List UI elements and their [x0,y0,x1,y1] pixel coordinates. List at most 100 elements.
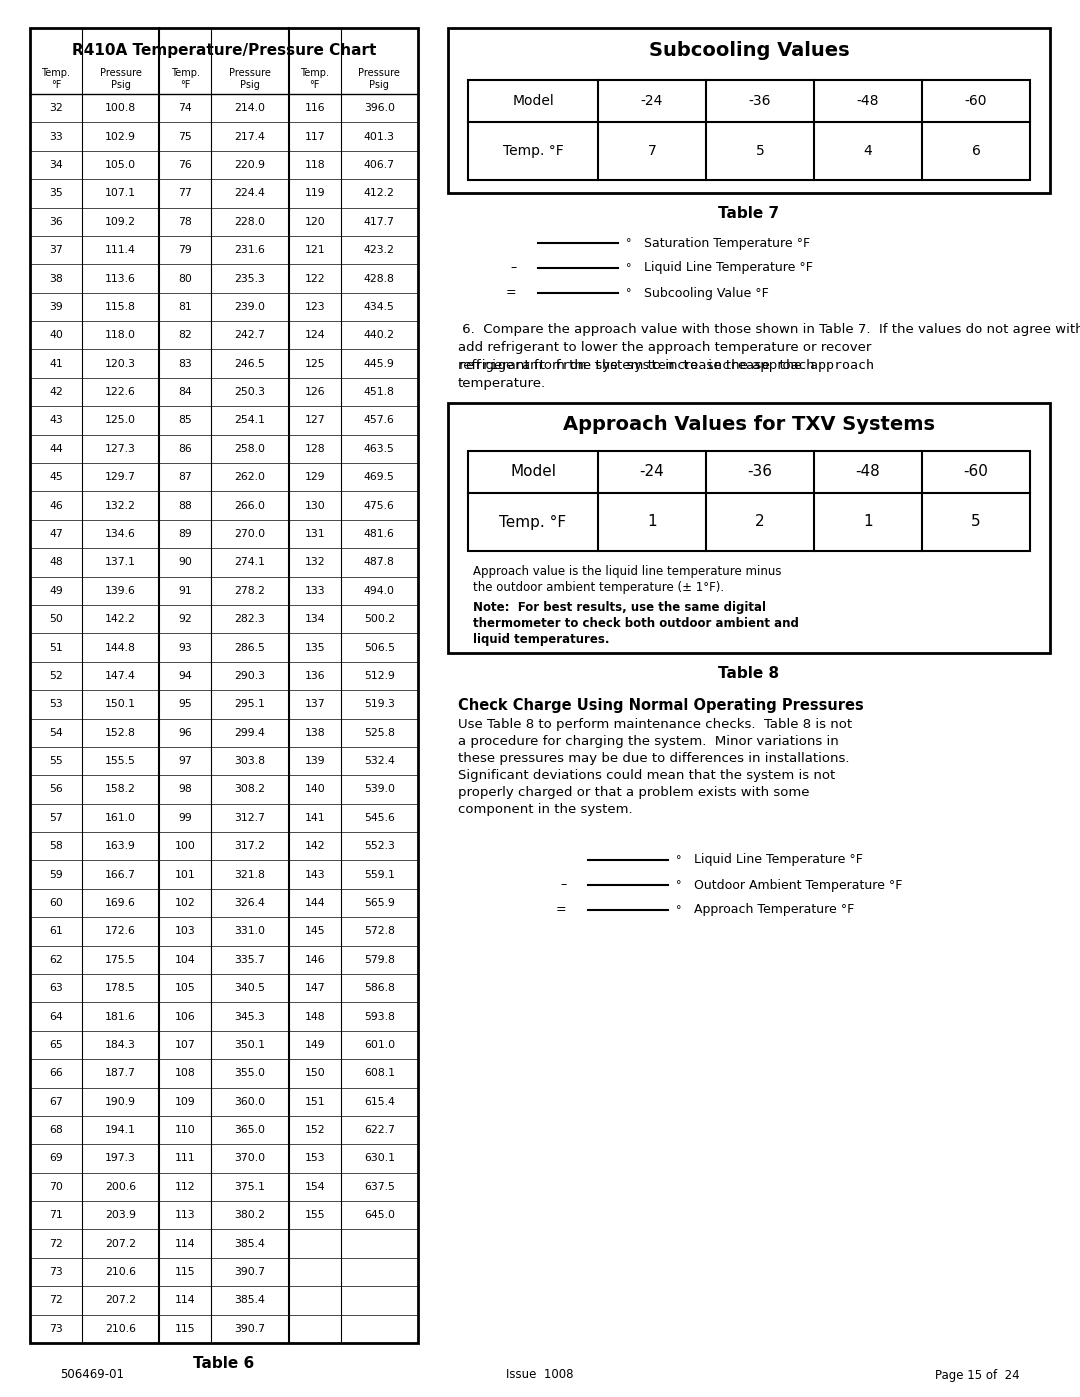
Text: 100: 100 [175,841,195,851]
Text: 519.3: 519.3 [364,700,395,710]
Text: Approach Temperature °F: Approach Temperature °F [690,904,854,916]
Text: 134.6: 134.6 [105,529,136,539]
Text: 139.6: 139.6 [105,585,136,595]
Text: 105: 105 [175,983,195,993]
Text: 187.7: 187.7 [105,1069,136,1078]
Text: 423.2: 423.2 [364,244,395,256]
Text: 91: 91 [178,585,192,595]
Text: 445.9: 445.9 [364,359,395,369]
Text: Temp.
°F: Temp. °F [300,68,329,89]
Text: 214.0: 214.0 [234,103,266,113]
Text: 123: 123 [305,302,325,312]
Text: 128: 128 [305,444,325,454]
Text: 142: 142 [305,841,325,851]
Text: 210.6: 210.6 [105,1267,136,1277]
Text: 4: 4 [864,144,873,158]
Text: 147.4: 147.4 [105,671,136,680]
Text: 122: 122 [305,274,325,284]
Text: 114: 114 [175,1239,195,1249]
Text: Page 15 of  24: Page 15 of 24 [935,1369,1020,1382]
Text: 57: 57 [49,813,63,823]
Text: 47: 47 [49,529,63,539]
Text: 1: 1 [863,514,873,529]
Text: 115.8: 115.8 [105,302,136,312]
Text: 77: 77 [178,189,192,198]
Text: °: ° [676,905,681,915]
Text: 308.2: 308.2 [234,785,266,795]
Text: 133: 133 [305,585,325,595]
Text: 102: 102 [175,898,195,908]
Text: 155: 155 [305,1210,325,1220]
Text: 153: 153 [305,1154,325,1164]
Text: 385.4: 385.4 [234,1295,266,1305]
Text: 107: 107 [175,1039,195,1051]
Text: 92: 92 [178,615,192,624]
Text: 114: 114 [175,1295,195,1305]
Text: -24: -24 [640,94,663,108]
Text: 375.1: 375.1 [234,1182,266,1192]
Text: Temp. °F: Temp. °F [499,514,567,529]
Text: 345.3: 345.3 [234,1011,266,1021]
Bar [448,402,1050,652]
Text: refrigerant from the system to increase the approach: refrigerant from the system to increase … [458,359,814,372]
Text: 1: 1 [647,514,657,529]
Text: –: – [510,261,516,274]
Text: 60: 60 [49,898,63,908]
Text: 380.2: 380.2 [234,1210,266,1220]
Text: 615.4: 615.4 [364,1097,395,1106]
Text: Note:  For best results, use the same digital: Note: For best results, use the same dig… [473,601,766,615]
Text: 70: 70 [49,1182,63,1192]
Text: 142.2: 142.2 [105,615,136,624]
Text: 274.1: 274.1 [234,557,266,567]
Text: Subcooling Value °F: Subcooling Value °F [640,286,769,299]
Text: 231.6: 231.6 [234,244,266,256]
Text: 197.3: 197.3 [105,1154,136,1164]
Bar [448,28,1050,193]
Text: 49: 49 [49,585,63,595]
Text: 481.6: 481.6 [364,529,395,539]
Text: 178.5: 178.5 [105,983,136,993]
Text: 406.7: 406.7 [364,161,395,170]
Text: 129: 129 [305,472,325,482]
Text: 37: 37 [49,244,63,256]
Text: 220.9: 220.9 [234,161,266,170]
Text: 33: 33 [49,131,63,141]
Text: 365.0: 365.0 [234,1125,266,1136]
Text: 38: 38 [49,274,63,284]
Text: 457.6: 457.6 [364,415,395,426]
Text: 141: 141 [305,813,325,823]
Text: temperature.: temperature. [458,377,546,390]
Text: 331.0: 331.0 [234,926,266,936]
Text: 120.3: 120.3 [105,359,136,369]
Text: 317.2: 317.2 [234,841,266,851]
Text: 630.1: 630.1 [364,1154,395,1164]
Text: -36: -36 [748,94,771,108]
Text: 78: 78 [178,217,192,226]
Text: 107.1: 107.1 [105,189,136,198]
Text: 41: 41 [49,359,63,369]
Text: 451.8: 451.8 [364,387,395,397]
Text: 76: 76 [178,161,192,170]
Text: 228.0: 228.0 [234,217,266,226]
Text: 134: 134 [305,615,325,624]
Text: 434.5: 434.5 [364,302,395,312]
Text: 137.1: 137.1 [105,557,136,567]
Text: 79: 79 [178,244,192,256]
Text: 110: 110 [175,1125,195,1136]
Text: 152.8: 152.8 [105,728,136,738]
Text: 258.0: 258.0 [234,444,266,454]
Text: 150: 150 [305,1069,325,1078]
Text: 350.1: 350.1 [234,1039,266,1051]
Text: 118.0: 118.0 [105,330,136,341]
Text: °: ° [676,880,681,890]
Text: 120: 120 [305,217,325,226]
Text: component in the system.: component in the system. [458,803,633,816]
Text: 6: 6 [972,144,981,158]
Text: 463.5: 463.5 [364,444,395,454]
Text: 645.0: 645.0 [364,1210,395,1220]
Text: 154: 154 [305,1182,325,1192]
Text: 86: 86 [178,444,192,454]
Text: 207.2: 207.2 [105,1295,136,1305]
Text: 84: 84 [178,387,192,397]
Text: 89: 89 [178,529,192,539]
